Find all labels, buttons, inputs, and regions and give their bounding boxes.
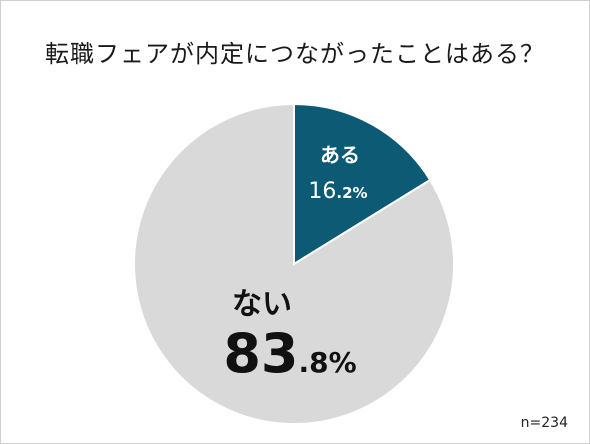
sample-size-note: n=234 <box>520 415 568 431</box>
chart-title: 転職フェアが内定につながったことはある？ <box>45 40 545 68</box>
pie-slice-aru <box>293 102 432 266</box>
slice-value-nai: 83.8% <box>223 322 356 385</box>
slice-value-aru: 16.2% <box>308 179 367 204</box>
slice-label-nai: ない <box>232 287 292 322</box>
slice-label-aru: ある <box>320 143 360 167</box>
pie-slice-nai <box>133 102 455 425</box>
